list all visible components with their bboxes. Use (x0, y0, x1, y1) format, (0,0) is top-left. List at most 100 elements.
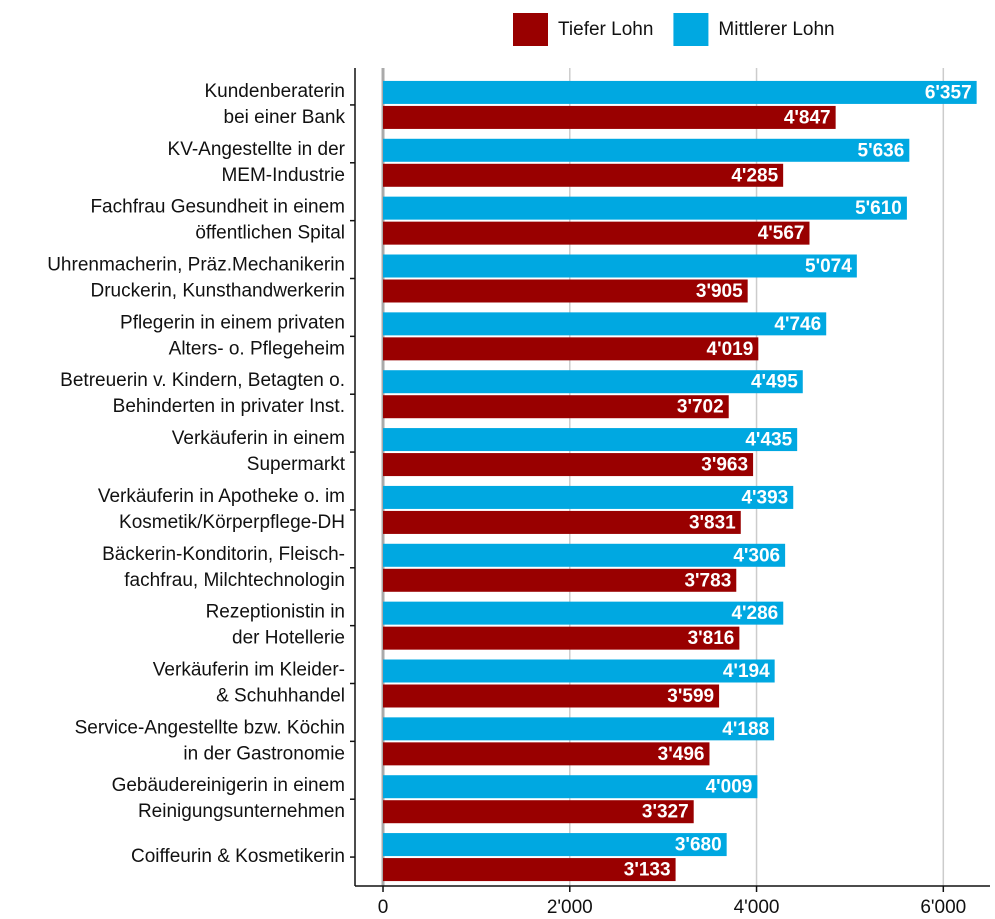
y-tick-label: Service-Angestellte bzw. Köchin in der Ga… (75, 717, 345, 764)
y-tick-label-line: Kosmetik/Körperpflege-DH (119, 512, 345, 533)
value-label: 3'133 (624, 860, 671, 881)
legend-label: Tiefer Lohn (558, 19, 653, 40)
bar (383, 775, 758, 799)
value-label: 3'905 (696, 281, 743, 302)
value-label: 4'746 (774, 314, 821, 335)
y-tick-label-line: öffentlichen Spital (195, 223, 345, 244)
bar (383, 717, 775, 741)
y-tick-label: Fachfrau Gesundheit in einem öffentlichen… (90, 197, 345, 244)
bar (383, 858, 676, 882)
y-tick-label-line: Verkäuferin im Kleider- (153, 660, 345, 681)
y-tick-label-line: in der Gastronomie (183, 743, 345, 764)
value-label: 4'188 (722, 719, 769, 740)
y-tick-label-line: KV-Angestellte in der (168, 139, 346, 160)
y-tick-label-line: Uhrenmacherin, Präz.Mechanikerin (47, 255, 345, 276)
y-tick-label: Verkäuferin in einem Supermarkt (172, 428, 346, 475)
y-tick-label: Pflegerin in einem privaten Alters- o. Pf… (120, 312, 345, 359)
y-tick-label-line: Verkäuferin in einem (172, 428, 345, 449)
bar (383, 395, 729, 419)
y-tick-label-line: der Hotellerie (232, 628, 345, 649)
value-label: 4'009 (706, 777, 753, 798)
x-tick-label: 6'000 (920, 897, 966, 918)
value-label: 4'286 (731, 603, 778, 624)
bar (383, 279, 748, 303)
bar (383, 163, 784, 187)
y-tick-label-line: & Schuhhandel (216, 686, 345, 707)
value-label: 3'816 (688, 628, 735, 649)
bar (383, 254, 857, 278)
value-label: 4'306 (733, 545, 780, 566)
bar (383, 428, 798, 452)
value-label: 3'831 (689, 512, 736, 533)
legend-swatch (673, 13, 709, 46)
x-tick-label: 2'000 (547, 897, 593, 918)
y-tick-label-line: MEM-Industrie (221, 165, 345, 186)
y-tick-label-line: Rezeptionistin in (206, 602, 345, 623)
x-tick-label: 4'000 (734, 897, 780, 918)
value-label: 4'285 (731, 165, 778, 186)
y-tick-label-line: Service-Angestellte bzw. Köchin (75, 717, 345, 738)
y-tick-label-line: Reinigungsunternehmen (138, 801, 345, 822)
value-label: 4'393 (741, 487, 788, 508)
bar (383, 684, 720, 708)
y-tick-label: Coiffeurin & Kosmetikerin (131, 846, 345, 867)
y-tick-label-line: Druckerin, Kunsthandwerkerin (90, 281, 345, 302)
value-label: 4'435 (745, 430, 792, 451)
bar (383, 221, 810, 245)
y-tick-label: Betreuerin v. Kindern, Betagten o. Behind… (60, 370, 345, 417)
legend-swatch (513, 13, 548, 46)
bar (383, 485, 794, 509)
bar (383, 453, 754, 477)
bar (383, 138, 910, 162)
bar (383, 742, 710, 766)
bar (383, 105, 836, 129)
y-tick-label: Kundenberaterin bei einer Bank (205, 81, 346, 128)
bar (383, 568, 737, 592)
value-label: 4'495 (751, 372, 798, 393)
value-label: 5'074 (805, 256, 852, 277)
legend-label: Mittlerer Lohn (718, 19, 834, 40)
value-label: 4'567 (758, 223, 805, 244)
y-tick-label: Uhrenmacherin, Präz.Mechanikerin Druckeri… (47, 255, 345, 302)
y-tick-label-line: Pflegerin in einem privaten (120, 312, 345, 333)
bar (383, 659, 775, 683)
bar (383, 601, 784, 625)
y-tick-label-line: Kundenberaterin (205, 81, 346, 102)
value-label: 3'702 (677, 397, 724, 418)
value-label: 5'610 (855, 198, 902, 219)
bar (383, 312, 827, 336)
value-label: 4'019 (707, 339, 754, 360)
y-tick-label-line: fachfrau, Milchtechnologin (124, 570, 345, 591)
bar (383, 510, 741, 534)
y-tick-label: Rezeptionistin in der Hotellerie (206, 602, 345, 649)
y-tick-label: Bäckerin-Konditorin, Fleisch-fachfrau, M… (102, 544, 345, 591)
value-label: 4'847 (784, 107, 831, 128)
value-label: 3'680 (675, 835, 722, 856)
bar (383, 370, 803, 394)
bar (383, 626, 740, 650)
y-tick-label: Verkäuferin in Apotheke o. im Kosmetik/Kö… (98, 486, 345, 533)
y-tick-label-line: Bäckerin-Konditorin, Fleisch- (102, 544, 345, 565)
y-tick-label-line: Behinderten in privater Inst. (113, 396, 345, 417)
y-tick-label-line: Supermarkt (247, 454, 346, 475)
y-tick-label: Verkäuferin im Kleider- & Schuhhandel (153, 660, 345, 707)
y-tick-label-line: Verkäuferin in Apotheke o. im (98, 486, 345, 507)
bar (383, 833, 727, 857)
y-tick-label-line: Alters- o. Pflegeheim (169, 338, 345, 359)
value-label: 3'599 (667, 686, 714, 707)
x-tick-label: 0 (378, 897, 389, 918)
bar (383, 80, 977, 104)
value-label: 6'357 (925, 82, 972, 103)
bar (383, 543, 786, 567)
y-tick-label-line: Betreuerin v. Kindern, Betagten o. (60, 370, 345, 391)
y-tick-label: Gebäudereinigerin in einem Reinigungsunte… (112, 775, 345, 822)
y-tick-label-line: Fachfrau Gesundheit in einem (90, 197, 345, 218)
y-tick-label-line: Gebäudereinigerin in einem (112, 775, 345, 796)
value-label: 4'194 (723, 661, 770, 682)
y-tick-label-line: bei einer Bank (224, 107, 346, 128)
y-tick-label: KV-Angestellte in der MEM-Industrie (168, 139, 346, 186)
value-label: 3'327 (642, 802, 689, 823)
value-label: 3'963 (701, 455, 748, 476)
bar (383, 337, 759, 361)
